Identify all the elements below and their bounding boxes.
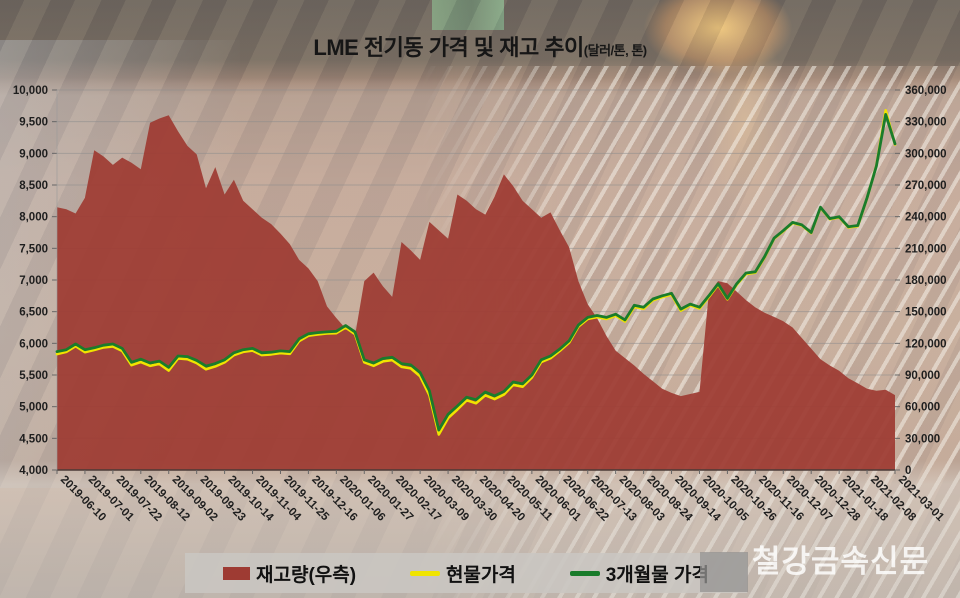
y-axis-label-left: 8,000 [19, 212, 48, 224]
chart-title-text: LME 전기동 가격 및 재고 추이 [313, 35, 584, 60]
inventory-area-swatch [223, 566, 250, 580]
y-axis-label-right: 180,000 [905, 275, 947, 287]
watermark-block [700, 552, 748, 592]
y-axis-label-left: 6,000 [19, 338, 48, 350]
legend-label-inventory: 재고량(우측) [256, 564, 357, 586]
y-axis-label-left: 4,000 [19, 465, 48, 477]
y-axis-label-left: 7,000 [19, 275, 48, 287]
three-month-line-swatch [569, 570, 600, 576]
y-axis-label-left: 9,000 [19, 148, 48, 160]
chart-title: LME 전기동 가격 및 재고 추이(달러/톤, 톤) [0, 30, 960, 62]
chart-title-unit: (달러/톤, 톤) [583, 43, 647, 58]
y-axis-label-left: 10,000 [13, 85, 48, 97]
three-month-price-line [55, 113, 897, 432]
legend-item-inventory: 재고량(우측) [223, 560, 356, 587]
spot-line-swatch [409, 570, 440, 576]
legend-item-3month: 3개월물 가격 [569, 560, 709, 587]
y-axis-label-left: 6,500 [19, 307, 48, 319]
y-axis-label-left: 7,500 [19, 243, 48, 255]
y-axis-label-left: 9,500 [19, 117, 48, 129]
y-axis-label-right: 240,000 [905, 212, 947, 224]
y-axis-label-left: 5,000 [19, 402, 48, 414]
legend-label-spot: 현물가격 [445, 564, 516, 586]
inventory-area [57, 115, 895, 471]
watermark: 철강금속신문 [752, 544, 930, 579]
y-axis-label-right: 360,000 [905, 85, 947, 97]
y-axis-label-right: 210,000 [905, 243, 947, 255]
y-axis-label-right: 30,000 [905, 433, 940, 445]
y-axis-label-right: 0 [905, 465, 911, 477]
y-axis-label-right: 150,000 [905, 307, 947, 319]
legend: 재고량(우측) 현물가격 3개월물 가격 [185, 553, 747, 593]
y-axis-label-right: 300,000 [905, 148, 947, 160]
y-axis-label-left: 4,500 [19, 433, 48, 445]
y-axis-label-right: 330,000 [905, 117, 947, 129]
legend-item-spot: 현물가격 [409, 560, 516, 587]
y-axis-label-right: 270,000 [905, 180, 947, 192]
y-axis-label-right: 120,000 [905, 338, 947, 350]
y-axis-label-right: 60,000 [905, 402, 940, 414]
legend-label-3month: 3개월물 가격 [605, 564, 709, 586]
y-axis-label-right: 90,000 [905, 370, 940, 382]
y-axis-label-left: 5,500 [19, 370, 48, 382]
y-axis-label-left: 8,500 [19, 180, 48, 192]
